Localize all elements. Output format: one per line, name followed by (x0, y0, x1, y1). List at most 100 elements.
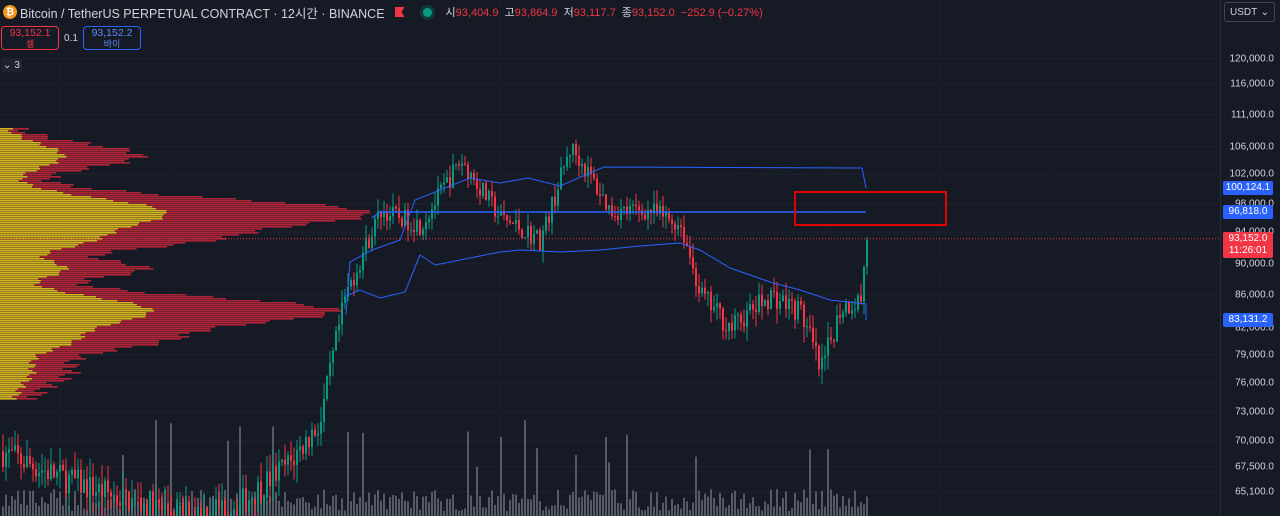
volume-profile-bar (0, 304, 137, 306)
volume-profile-bar (0, 314, 325, 316)
volume-bar (764, 501, 766, 516)
volume-profile-bar (0, 196, 203, 198)
volume-bar (338, 510, 340, 516)
candle-body (677, 225, 679, 230)
volume-profile-bar (0, 220, 151, 222)
volume-bar (647, 506, 649, 516)
candle-body (269, 471, 271, 487)
buy-button[interactable]: 93,152.2 바이 (83, 26, 141, 50)
volume-bar (23, 490, 25, 516)
candle-body (662, 205, 664, 217)
volume-profile-bar (0, 250, 112, 252)
candle-body (554, 196, 556, 206)
candle-body (302, 446, 304, 454)
volume-profile-bar (0, 240, 216, 242)
candle-body (689, 246, 691, 258)
candle-body (137, 496, 139, 498)
candle-body (416, 220, 418, 232)
candle-body (152, 491, 154, 516)
candle-body (17, 445, 19, 454)
volume-bar (497, 496, 499, 516)
flag-icon[interactable] (394, 7, 405, 17)
candle-body (848, 302, 850, 314)
candle-body (11, 449, 13, 451)
volume-bar (251, 496, 253, 516)
volume-profile-bar (0, 334, 81, 336)
candle-body (845, 302, 847, 313)
volume-profile-bar (0, 332, 190, 334)
candle-body (728, 322, 730, 332)
candle-body (377, 211, 379, 220)
candle-body (494, 196, 496, 217)
volume-profile-bar (0, 372, 81, 374)
candle-body (134, 496, 136, 499)
volume-bar (533, 495, 535, 516)
candle-body (341, 302, 343, 325)
volume-profile-bar (0, 150, 59, 152)
symbol-title[interactable]: Bitcoin / TetherUS PERPETUAL CONTRACT · … (20, 6, 385, 21)
volume-bar (395, 495, 397, 516)
volume-profile-bar (0, 254, 106, 256)
volume-profile-bar (0, 234, 239, 236)
price-axis[interactable]: 120,000.0 116,000.0 111,000.0 106,000.0 102,… (1220, 0, 1280, 516)
volume-bar (806, 497, 808, 516)
volume-profile-bar (0, 330, 211, 332)
volume-bar (323, 489, 325, 516)
volume-profile-bar (0, 368, 63, 370)
volume-bar (659, 510, 661, 516)
volume-profile-bar (0, 228, 118, 230)
volume-bar (47, 503, 49, 516)
volume-profile-bar (0, 276, 104, 278)
currency-selector[interactable]: USDT ⌄ (1224, 2, 1275, 22)
volume-profile-bar (0, 252, 113, 254)
volume-profile-bar (0, 132, 26, 134)
candle-body (125, 489, 127, 492)
sell-button[interactable]: 93,152.1 셀 (1, 26, 59, 50)
volume-profile-bar (0, 324, 247, 326)
candle-body (653, 203, 655, 214)
volume-bar (398, 498, 400, 516)
indicators-toggle-button[interactable]: ⌄ 3 (1, 58, 22, 72)
volume-profile-bar (0, 300, 118, 302)
candle-body (551, 196, 553, 223)
volume-bar (38, 505, 40, 516)
chart-area[interactable] (0, 0, 1220, 516)
candle-body (668, 212, 670, 220)
candle-body (323, 399, 325, 422)
candle-body (602, 194, 604, 196)
volume-bar (680, 508, 682, 516)
candle-body (695, 268, 697, 287)
volume-bar (455, 509, 457, 516)
volume-profile-bar (0, 164, 50, 166)
volume-profile-bar (0, 266, 150, 268)
volume-bar (536, 448, 538, 516)
candle-body (545, 216, 547, 231)
sell-price: 93,152.1 (9, 27, 51, 39)
volume-profile-bar (0, 376, 27, 378)
volume-bar (464, 508, 466, 516)
candle-body (515, 219, 517, 224)
volume-bar (812, 503, 814, 516)
volume-bar (752, 497, 754, 516)
volume-profile-bar (0, 134, 22, 136)
candle-body (338, 324, 340, 331)
candle-body (719, 303, 721, 309)
volume-bar (803, 489, 805, 516)
volume-bar (650, 492, 652, 516)
candle-body (815, 342, 817, 346)
candle-body (563, 166, 565, 168)
volume-profile-bar (0, 298, 102, 300)
volume-bar (779, 506, 781, 516)
volume-bar (320, 508, 322, 516)
volume-profile-bar (0, 154, 65, 156)
candle-body (608, 205, 610, 210)
volume-bar (494, 504, 496, 516)
candle-body (374, 219, 376, 237)
volume-bar (311, 508, 313, 516)
candle-body (764, 300, 766, 306)
volume-bar (863, 504, 865, 516)
volume-bar (413, 491, 415, 516)
candle-body (80, 469, 82, 493)
highlight-rectangle[interactable] (794, 191, 947, 226)
candle-body (38, 472, 40, 477)
